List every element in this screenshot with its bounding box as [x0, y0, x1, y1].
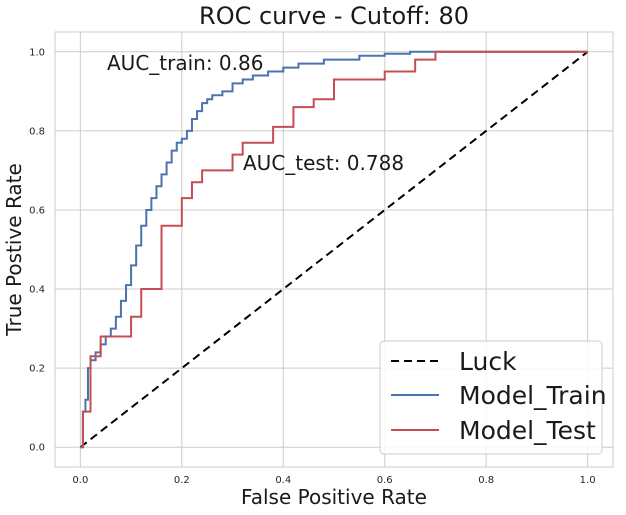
- series-line-luck: [79, 50, 589, 449]
- x-tick-label: 1.0: [580, 475, 596, 486]
- x-tick-label: 0.0: [72, 475, 88, 486]
- y-axis-label: True Postive Rate: [2, 163, 26, 337]
- y-tick-label: 0.0: [29, 443, 45, 454]
- auc-test-annotation: AUC_test: 0.788: [243, 151, 404, 175]
- x-tick-label: 0.8: [478, 475, 494, 486]
- legend-label-model-train: Model_Train: [459, 381, 607, 410]
- legend-label-model-test: Model_Test: [459, 416, 596, 445]
- legend-box: [379, 340, 603, 455]
- legend-label-luck: Luck: [459, 347, 517, 376]
- legend: Luck Model_Train Model_Test: [379, 340, 607, 455]
- y-tick-label: 1.0: [29, 47, 45, 58]
- y-tick-label: 0.2: [29, 364, 45, 375]
- x-tick-label: 0.4: [275, 475, 291, 486]
- ticks: 0.0 0.2 0.4 0.6 0.8 1.0 0.0 0.2 0.4 0.6 0.8 1.0: [29, 47, 595, 486]
- x-tick-label: 0.6: [377, 475, 393, 486]
- series-line-model-test: [80, 50, 588, 449]
- y-tick-label: 0.6: [29, 205, 45, 216]
- chart-title: ROC curve - Cutoff: 80: [199, 2, 469, 30]
- auc-train-annotation: AUC_train: 0.86: [107, 51, 263, 75]
- y-tick-label: 0.8: [29, 126, 45, 137]
- x-axis-label: False Positive Rate: [241, 485, 427, 509]
- y-tick-label: 0.4: [29, 285, 45, 296]
- series-line-model-train: [80, 50, 588, 449]
- series-lines: [79, 50, 589, 449]
- x-tick-label: 0.2: [174, 475, 190, 486]
